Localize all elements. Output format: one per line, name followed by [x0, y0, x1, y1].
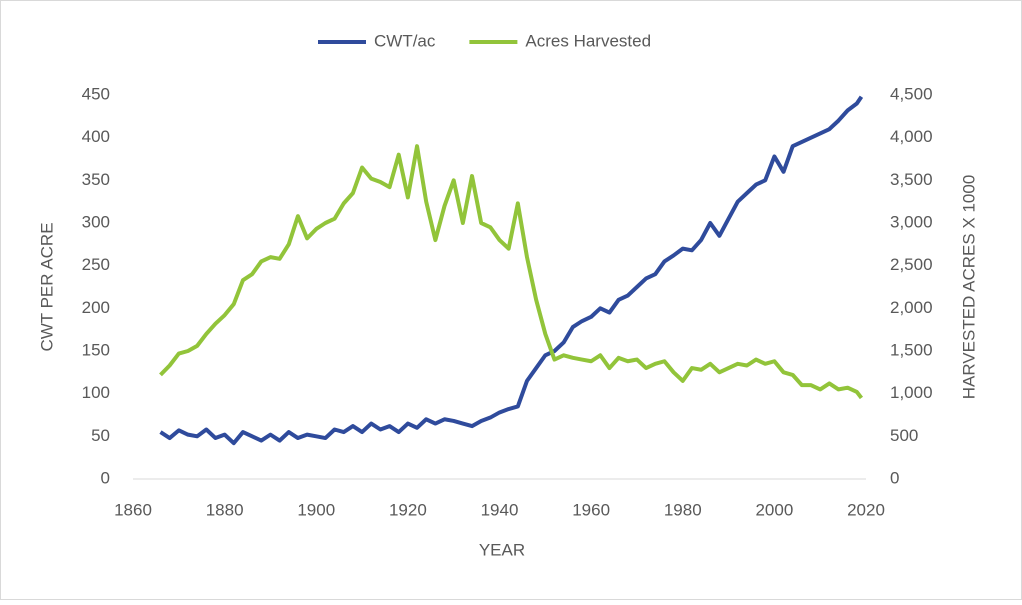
y-tick-label: 350	[82, 170, 110, 189]
x-tick-label: 1880	[206, 500, 244, 519]
y-tick-label: 450	[82, 84, 110, 103]
x-tick-label: 2000	[755, 500, 793, 519]
y2-tick-label: 500	[890, 426, 918, 445]
y2-tick-label: 1,000	[890, 383, 933, 402]
y-tick-label: 250	[82, 255, 110, 274]
legend-label: Acres Harvested	[525, 31, 651, 50]
x-tick-label: 2020	[847, 500, 885, 519]
y2-axis-label: HARVESTED ACRES X 1000	[959, 175, 978, 400]
y-tick-label: 50	[91, 426, 110, 445]
y2-tick-label: 3,500	[890, 170, 933, 189]
x-tick-label: 1940	[481, 500, 519, 519]
y2-tick-label: 4,000	[890, 127, 933, 146]
y-tick-label: 200	[82, 298, 110, 317]
series-line	[159, 95, 864, 446]
y2-tick-label: 0	[890, 468, 899, 487]
series-line	[159, 144, 864, 400]
y2-tick-label: 1,500	[890, 340, 933, 359]
x-tick-label: 1920	[389, 500, 427, 519]
y-tick-label: 300	[82, 212, 110, 231]
legend-label: CWT/ac	[374, 31, 436, 50]
y-tick-label: 100	[82, 383, 110, 402]
y-axis-label: CWT PER ACRE	[37, 222, 56, 351]
y2-tick-label: 3,000	[890, 212, 933, 231]
x-tick-label: 1860	[114, 500, 152, 519]
y2-tick-label: 2,500	[890, 255, 933, 274]
y-tick-label: 400	[82, 127, 110, 146]
x-tick-label: 1980	[664, 500, 702, 519]
y-tick-label: 0	[101, 468, 110, 487]
y2-tick-label: 4,500	[890, 84, 933, 103]
x-tick-label: 1900	[297, 500, 335, 519]
x-axis-label: YEAR	[479, 540, 525, 559]
x-tick-label: 1960	[572, 500, 610, 519]
y2-tick-label: 2,000	[890, 298, 933, 317]
y-tick-label: 150	[82, 340, 110, 359]
